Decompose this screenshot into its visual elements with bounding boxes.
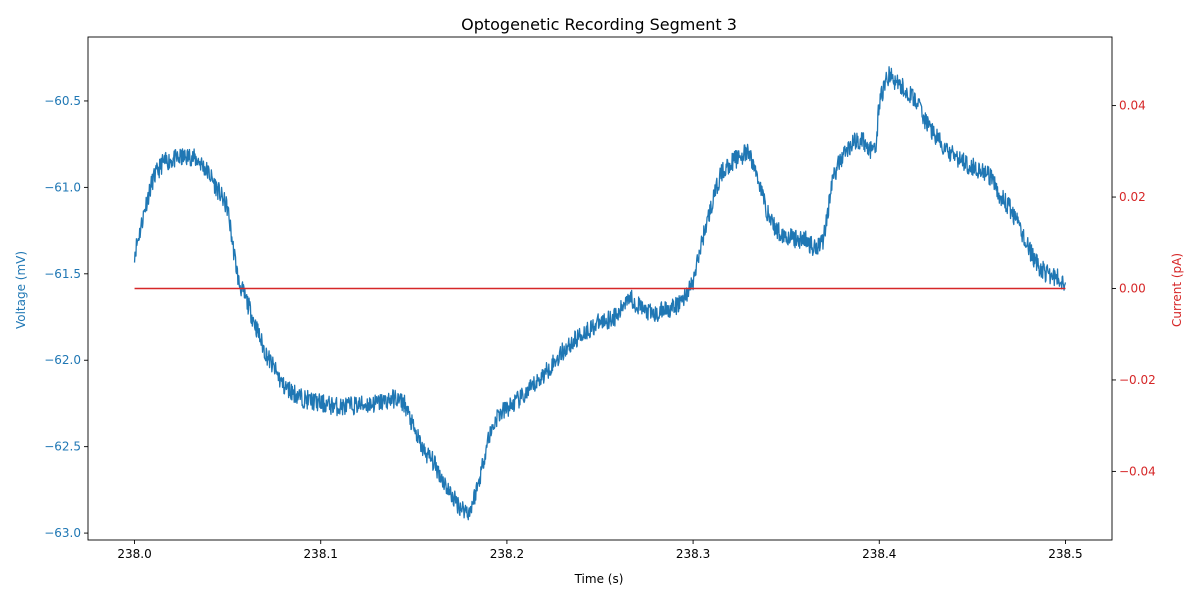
right-axis-label: Current (pA) [1170,253,1184,327]
plot-area [133,66,1067,521]
x-tick-label: 238.3 [676,547,710,561]
left-y-tick-label: −62.0 [44,353,81,367]
right-y-tick-label: 0.00 [1119,282,1146,296]
left-y-tick-label: −60.5 [44,94,81,108]
right-y-tick-label: −0.04 [1119,464,1156,478]
voltage-series-line [133,66,1067,521]
right-y-tick-label: −0.02 [1119,373,1156,387]
left-y-tick-label: −61.0 [44,180,81,194]
x-axis-label: Time (s) [574,572,624,586]
left-y-tick-label: −63.0 [44,526,81,540]
right-y-tick-label: 0.02 [1119,190,1146,204]
right-y-tick-label: 0.04 [1119,99,1146,113]
x-tick-label: 238.0 [117,547,151,561]
left-y-tick-label: −61.5 [44,267,81,281]
x-tick-label: 238.5 [1048,547,1082,561]
left-axis-label: Voltage (mV) [14,251,28,329]
axes: 238.0 238.1 238.2 238.3 238.4 238.5 −63.0 −62.5… [44,36,1156,561]
x-tick-label: 238.4 [862,547,896,561]
chart-title: Optogenetic Recording Segment 3 [461,15,737,34]
x-tick-label: 238.1 [304,547,338,561]
x-tick-label: 238.2 [490,547,524,561]
left-y-tick-label: −62.5 [44,440,81,454]
